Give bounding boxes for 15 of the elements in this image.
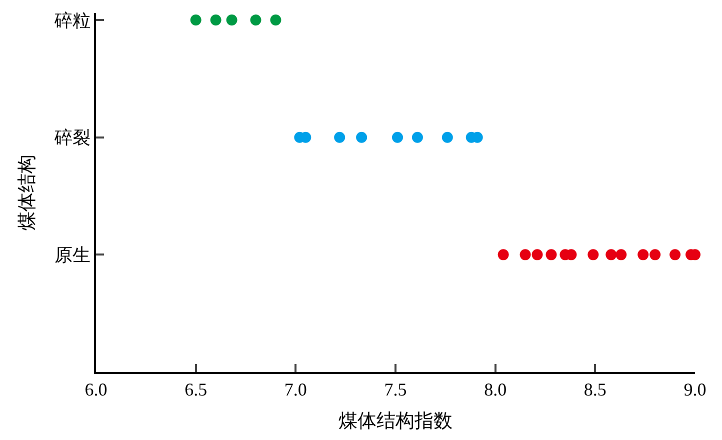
y-tick-label: 碎粒 bbox=[53, 10, 90, 30]
x-tick-label: 8.5 bbox=[584, 380, 606, 400]
point bbox=[650, 249, 661, 260]
x-tick-label: 6.0 bbox=[84, 380, 108, 400]
y-axis-title: 煤体结构 bbox=[16, 154, 38, 230]
x-axis-title: 煤体结构指数 bbox=[338, 410, 452, 432]
x-tick-label: 7.5 bbox=[384, 380, 407, 400]
x-tick-label: 7.0 bbox=[284, 380, 307, 400]
x-tick-label: 9.0 bbox=[684, 380, 706, 400]
y-tick-label: 碎裂 bbox=[53, 128, 90, 148]
point bbox=[638, 249, 649, 260]
point bbox=[670, 249, 681, 260]
y-tick-label: 原生 bbox=[54, 244, 90, 265]
x-tick-label: 8.0 bbox=[484, 380, 507, 400]
x-tick-label: 6.5 bbox=[184, 380, 208, 400]
